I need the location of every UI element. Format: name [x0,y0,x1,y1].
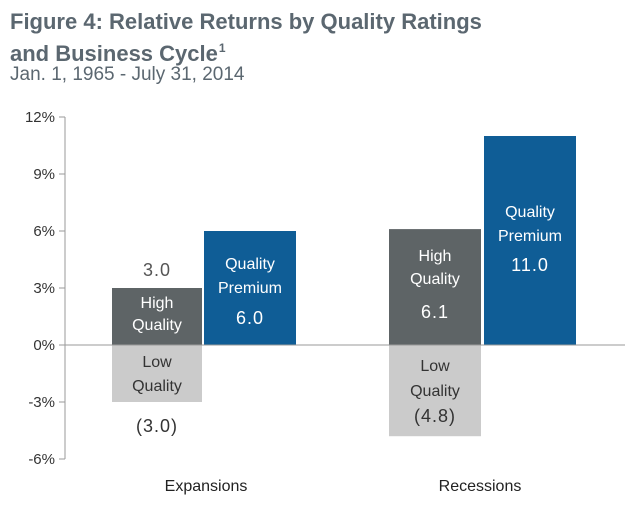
series-label-quality-premium-line2-0: Premium [218,280,282,297]
series-label-high-quality-line2-1: Quality [410,271,460,288]
chart-title: Figure 4: Relative Returns by Quality Ra… [10,8,630,67]
y-tick-label-1: 9% [33,166,55,183]
data-label-low-quality-1: (4.8) [414,406,456,426]
footnote-marker: 1 [218,41,226,55]
series-label-low-quality-line2-1: Quality [410,383,460,400]
bar-low-quality-1 [389,345,481,437]
series-label-low-quality-line1-0: Low [142,354,172,371]
y-tick-label-0: 12% [25,109,55,126]
y-tick-label-2: 6% [33,223,55,240]
chart-title-line-2: and Business Cycle1 [10,35,630,67]
chart-title-line-1: Figure 4: Relative Returns by Quality Ra… [10,9,482,34]
data-label-high-quality-1: 6.1 [421,302,449,322]
bar-quality-premium-1 [484,136,576,345]
chart-title-line-2-text: and Business Cycle [10,41,218,66]
bar-low-quality-0 [112,345,202,402]
series-label-low-quality-line2-0: Quality [132,378,182,395]
data-label-low-quality-0: (3.0) [136,416,178,436]
bar-high-quality-1 [389,229,481,345]
category-label-recessions: Recessions [439,478,522,495]
y-tick-label-6: -6% [28,451,55,468]
category-label-expansions: Expansions [165,478,248,495]
y-tick-label-4: 0% [33,337,55,354]
series-label-high-quality-line1-1: High [419,248,452,265]
data-label-high-quality-0: 3.0 [143,260,171,280]
series-label-high-quality-line2-0: Quality [132,317,182,334]
y-tick-label-3: 3% [33,280,55,297]
series-label-quality-premium-line1-0: Quality [225,256,275,273]
chart-subtitle: Jan. 1, 1965 - July 31, 2014 [10,64,245,85]
series-label-high-quality-line1-0: High [141,295,174,312]
series-label-low-quality-line1-1: Low [420,358,450,375]
series-label-quality-premium-line2-1: Premium [498,228,562,245]
data-label-quality-premium-0: 6.0 [236,308,264,328]
data-label-quality-premium-1: 11.0 [511,255,549,275]
y-tick-label-5: -3% [28,394,55,411]
series-label-quality-premium-line1-1: Quality [505,204,555,221]
bar-quality-premium-0 [204,231,296,345]
bar-high-quality-0 [112,288,202,345]
